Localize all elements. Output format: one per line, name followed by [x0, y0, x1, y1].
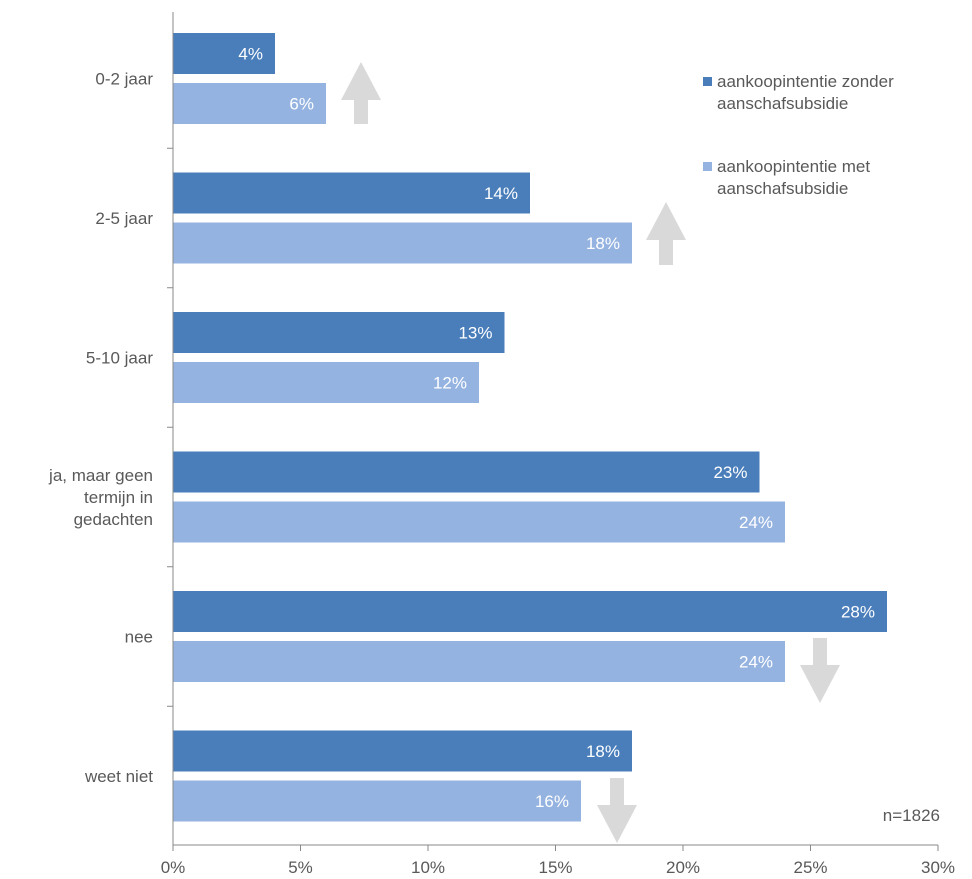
legend-swatch	[703, 77, 712, 86]
bar	[173, 730, 632, 772]
bar	[173, 222, 632, 264]
arrow-down-icon	[800, 638, 840, 703]
arrow-up-icon	[646, 202, 686, 265]
data-label: 28%	[841, 603, 875, 622]
x-tick-label: 15%	[538, 858, 572, 877]
legend: aankoopintentie zonder aanschafsubsidie aa…	[703, 72, 894, 198]
x-tick-label: 5%	[288, 858, 313, 877]
bar	[173, 591, 887, 632]
arrow-down-icon	[597, 778, 637, 843]
data-label: 12%	[433, 374, 467, 393]
legend-swatch	[703, 162, 712, 171]
bar	[173, 362, 479, 403]
axes-layer: 0-2 jaar 2-5 jaar 5-10 jaar ja, maar geen te…	[48, 12, 955, 877]
data-label: 24%	[739, 653, 773, 672]
data-label: 24%	[739, 513, 773, 532]
sample-size-note: n=1826	[883, 806, 940, 825]
data-label: 6%	[289, 95, 314, 114]
category-label: 0-2 jaar	[95, 70, 153, 89]
arrows-layer	[341, 62, 840, 843]
x-tick-label: 10%	[411, 858, 445, 877]
arrow-up-icon	[341, 62, 381, 124]
data-label: 16%	[535, 792, 569, 811]
x-tick-label: 30%	[921, 858, 955, 877]
bar	[173, 172, 530, 214]
category-label: nee	[125, 628, 153, 647]
data-label: 14%	[484, 184, 518, 203]
bar	[173, 312, 505, 353]
x-tick-label: 25%	[793, 858, 827, 877]
x-tick-label: 0%	[161, 858, 186, 877]
data-label: 13%	[458, 324, 492, 343]
bars-layer: 4% 6% 14% 18% 13% 12% 23% 24% 28% 24% 18% 16%	[173, 33, 887, 822]
bar	[173, 641, 785, 682]
bar	[173, 501, 785, 543]
data-label: 23%	[713, 463, 747, 482]
legend-entry: aankoopintentie zonder aanschafsubsidie	[717, 72, 894, 113]
bar	[173, 780, 581, 822]
data-label: 4%	[238, 45, 263, 64]
bar	[173, 83, 326, 124]
data-label: 18%	[586, 234, 620, 253]
category-label: 5-10 jaar	[86, 349, 153, 368]
bar	[173, 33, 275, 74]
bar	[173, 451, 760, 493]
x-tick-label: 20%	[666, 858, 700, 877]
data-label: 18%	[586, 742, 620, 761]
category-label: weet niet	[84, 767, 153, 786]
category-label: 2-5 jaar	[95, 209, 153, 228]
legend-entry: aankoopintentie met aanschafsubsidie	[717, 157, 870, 198]
category-label: ja, maar geen termijn in gedachten	[48, 466, 153, 529]
